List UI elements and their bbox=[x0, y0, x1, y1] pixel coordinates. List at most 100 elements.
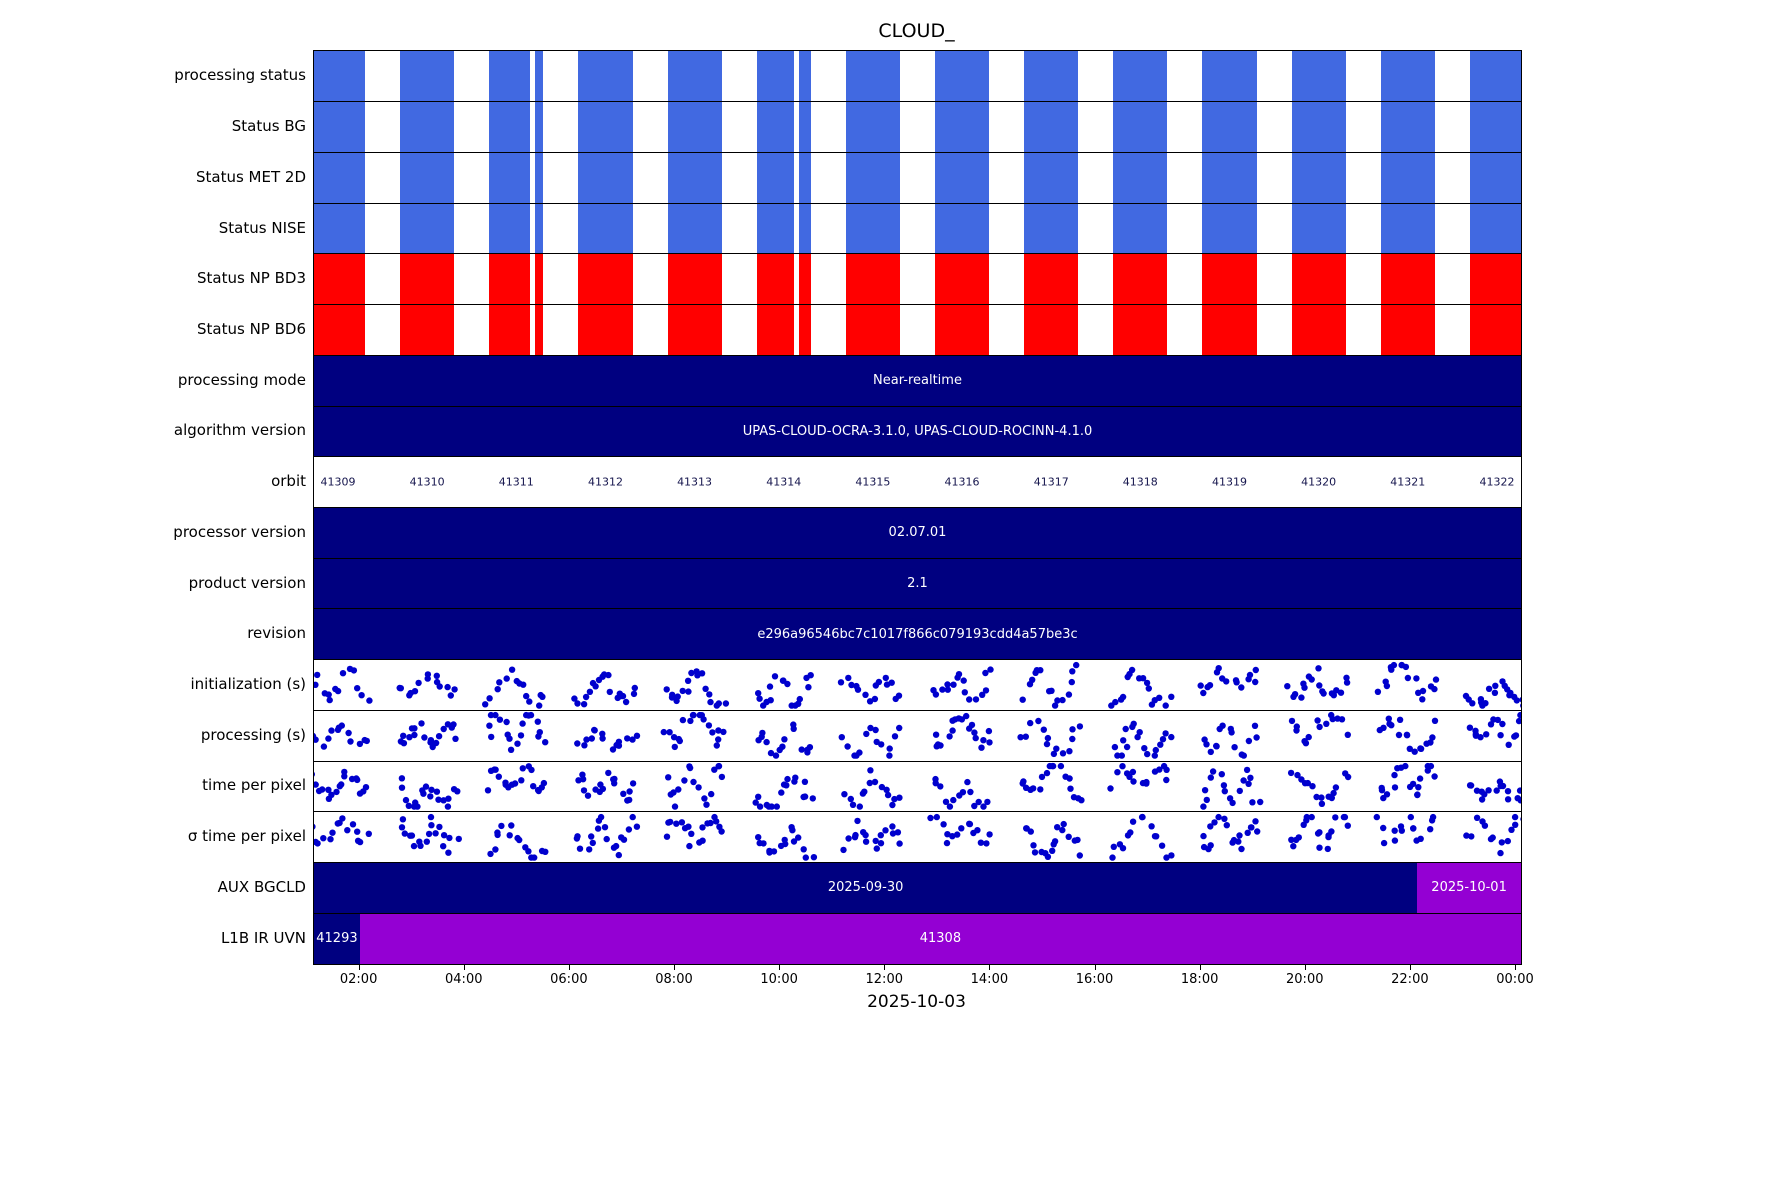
scatter-dot bbox=[844, 743, 851, 751]
scatter-dot bbox=[356, 838, 364, 846]
scatter-dot bbox=[862, 691, 869, 698]
scatter-dot bbox=[873, 845, 880, 852]
scatter-dot bbox=[1485, 685, 1493, 692]
scatter-dot bbox=[1107, 785, 1114, 792]
row-stripes bbox=[314, 253, 1521, 305]
scatter-dot bbox=[1145, 684, 1152, 692]
scatter-dot bbox=[845, 835, 852, 842]
scatter-dot bbox=[1030, 841, 1037, 849]
scatter-dot bbox=[1324, 845, 1331, 852]
scatter-dot bbox=[974, 826, 981, 834]
scatter-dot bbox=[1019, 780, 1026, 787]
scatter-dot bbox=[1504, 837, 1512, 845]
scatter-dot bbox=[432, 829, 439, 837]
bar-segment: e296a96546bc7c1017f866c079193cdd4a57be3c bbox=[314, 608, 1521, 660]
scatter-dot bbox=[720, 729, 727, 736]
scatter-dot bbox=[341, 768, 348, 776]
row-separator bbox=[314, 659, 1521, 661]
scatter-plot bbox=[314, 813, 1521, 861]
scatter-dot bbox=[625, 826, 633, 833]
scatter-dot bbox=[1043, 741, 1051, 748]
scatter-dot bbox=[1396, 716, 1404, 724]
scatter-dot bbox=[1236, 787, 1243, 795]
scatter-dot bbox=[878, 784, 886, 791]
scatter-dot bbox=[671, 744, 678, 751]
scatter-dot bbox=[423, 838, 430, 845]
scatter-dot bbox=[841, 791, 848, 798]
row-label: Status MET 2D bbox=[195, 167, 306, 186]
scatter-dot bbox=[1209, 768, 1217, 775]
scatter-dot bbox=[444, 683, 451, 690]
scatter-dot bbox=[1323, 720, 1330, 728]
scatter-dot bbox=[722, 699, 730, 707]
scatter-dot bbox=[1043, 770, 1051, 777]
scatter-dot bbox=[320, 743, 328, 751]
scatter-dot bbox=[790, 725, 797, 733]
scatter-dot bbox=[944, 686, 951, 693]
status-stripe bbox=[935, 51, 990, 102]
scatter-dot bbox=[325, 691, 332, 698]
orbit-number: 41317 bbox=[1033, 475, 1069, 489]
scatter-dot bbox=[446, 834, 453, 841]
scatter-dot bbox=[700, 716, 707, 723]
scatter-dot bbox=[1315, 664, 1322, 672]
scatter-dot bbox=[1078, 797, 1085, 804]
scatter-dot bbox=[707, 698, 714, 705]
status-stripe bbox=[667, 304, 722, 356]
scatter-dot bbox=[611, 780, 618, 787]
row-bar: UPAS-CLOUD-OCRA-3.1.0, UPAS-CLOUD-ROCINN… bbox=[314, 406, 1521, 457]
scatter-dot bbox=[963, 713, 970, 720]
scatter-dot bbox=[1344, 822, 1352, 829]
data-gap bbox=[530, 51, 536, 102]
scatter-dot bbox=[1467, 782, 1475, 789]
scatter-dot bbox=[772, 752, 780, 760]
row-separator bbox=[314, 912, 1521, 914]
scatter-dot bbox=[708, 791, 715, 798]
scatter-dot bbox=[428, 786, 435, 794]
data-gap bbox=[530, 101, 536, 153]
scatter-dot bbox=[1159, 736, 1167, 743]
orbit-number: 41312 bbox=[587, 475, 623, 489]
scatter-dot bbox=[1481, 791, 1488, 798]
scatter-dot bbox=[1111, 744, 1119, 751]
scatter-dot bbox=[686, 842, 693, 850]
scatter-dot bbox=[580, 787, 588, 794]
scatter-dot bbox=[1027, 720, 1034, 727]
scatter-dot bbox=[592, 682, 599, 690]
tick-label: 04:00 bbox=[445, 972, 483, 987]
scatter-dot bbox=[871, 695, 879, 702]
scatter-dot bbox=[619, 692, 627, 699]
row-scatter bbox=[314, 660, 1521, 711]
scatter-dot bbox=[1065, 691, 1073, 698]
x-axis-date-label: 2025-10-03 bbox=[867, 992, 966, 1012]
scatter-dot bbox=[937, 783, 944, 790]
scatter-dot bbox=[536, 702, 543, 709]
row-separator bbox=[314, 151, 1521, 153]
scatter-dot bbox=[1076, 852, 1083, 859]
scatter-dot bbox=[1303, 813, 1310, 821]
orbit-number: 41319 bbox=[1212, 475, 1247, 489]
scatter-dot bbox=[1048, 687, 1055, 694]
scatter-dot bbox=[940, 820, 947, 828]
scatter-dot bbox=[1318, 794, 1325, 801]
scatter-dot bbox=[319, 786, 326, 793]
scatter-dot bbox=[444, 803, 452, 810]
scatter-dot bbox=[1427, 763, 1435, 770]
scatter-dot bbox=[1231, 744, 1238, 751]
scatter-dot bbox=[801, 778, 809, 786]
row-label: revision bbox=[247, 624, 306, 643]
scatter-dot bbox=[1118, 752, 1125, 760]
status-stripe bbox=[578, 101, 633, 153]
bar-segment-label: 41308 bbox=[919, 931, 962, 947]
scatter-dot bbox=[1246, 671, 1254, 678]
scatter-dot bbox=[1031, 849, 1039, 856]
scatter-dot bbox=[494, 829, 501, 836]
status-stripe bbox=[1202, 304, 1257, 356]
scatter-dot bbox=[1410, 824, 1417, 832]
scatter-dot bbox=[888, 679, 895, 686]
scatter-dot bbox=[1513, 696, 1521, 704]
scatter-dot bbox=[1143, 679, 1151, 686]
scatter-dot bbox=[440, 726, 447, 733]
scatter-dot bbox=[1223, 821, 1230, 829]
orbit-number: 41320 bbox=[1301, 475, 1337, 489]
